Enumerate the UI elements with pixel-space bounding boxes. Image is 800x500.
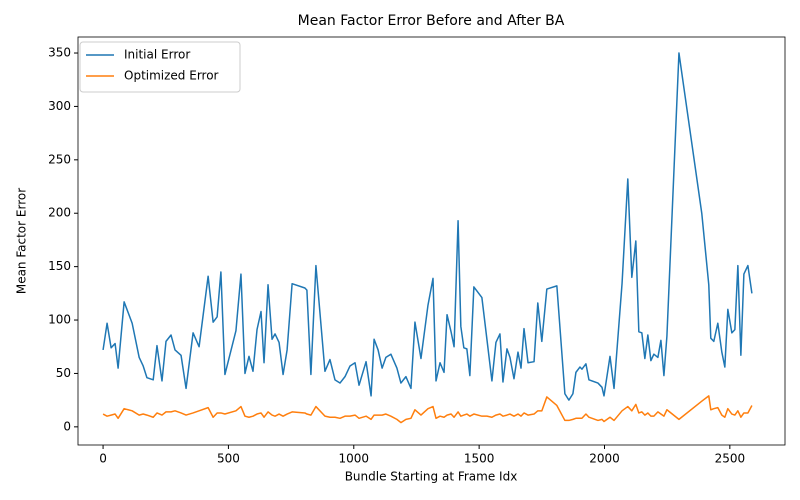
x-tick-label: 2000 (589, 452, 620, 466)
data-line (102, 395, 753, 424)
plot-frame (77, 36, 786, 446)
x-tick-label: 500 (217, 452, 240, 466)
chart-title: Mean Factor Error Before and After BA (298, 13, 565, 29)
y-axis-label: Mean Factor Error (15, 188, 29, 294)
x-tick-label: 1500 (464, 452, 495, 466)
y-tick-label: 200 (48, 206, 71, 220)
y-tick-label: 250 (48, 152, 71, 166)
y-tick-label: 150 (48, 259, 71, 273)
y-tick-label: 50 (56, 366, 71, 380)
y-tick-label: 0 (63, 419, 71, 433)
y-tick-label: 100 (48, 313, 71, 327)
x-tick-label: 0 (99, 452, 107, 466)
x-tick-label: 2500 (715, 452, 746, 466)
y-tick-label: 300 (48, 99, 71, 113)
legend-label: Initial Error (124, 48, 190, 62)
legend-label: Optimized Error (124, 69, 219, 83)
y-tick-label: 350 (48, 46, 71, 60)
legend-box (79, 41, 241, 93)
x-tick-label: 1000 (339, 452, 370, 466)
data-line (102, 52, 753, 401)
x-axis-label: Bundle Starting at Frame Idx (345, 470, 518, 484)
